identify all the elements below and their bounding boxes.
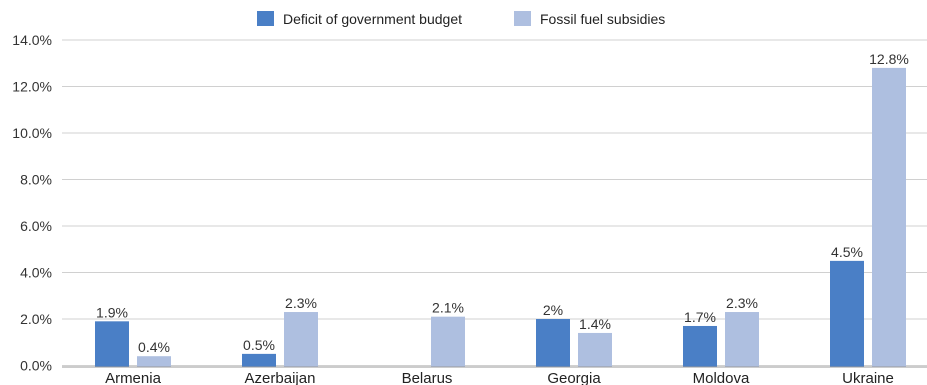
legend-label-deficit: Deficit of government budget	[283, 11, 462, 27]
data-label: 2.3%	[285, 295, 317, 311]
y-tick-label: 12.0%	[12, 79, 52, 95]
y-tick-label: 2.0%	[20, 311, 52, 327]
data-label: 12.8%	[869, 51, 909, 67]
legend-swatch-subsidies	[514, 11, 531, 26]
data-label: 4.5%	[831, 244, 863, 260]
bar-deficit-moldova	[683, 325, 717, 367]
legend-label-subsidies: Fossil fuel subsidies	[540, 11, 665, 27]
bar-subsidies-armenia	[137, 356, 171, 367]
bar-deficit-ukraine	[830, 260, 864, 367]
bar-deficit-armenia	[95, 321, 129, 367]
y-tick-label: 8.0%	[20, 172, 52, 188]
y-axis-tick-labels: 14.0% 12.0% 10.0% 8.0% 6.0% 4.0% 2.0% 0.0%	[12, 32, 52, 374]
bar-subsidies-ukraine	[872, 67, 906, 368]
category-label-azerbaijan: Azerbaijan	[245, 370, 316, 385]
category-label-armenia: Armenia	[105, 370, 162, 385]
data-label: 1.7%	[684, 309, 716, 325]
data-label: 1.4%	[579, 316, 611, 332]
bar-deficit-azerbaijan	[242, 353, 276, 367]
data-label: 2%	[543, 302, 563, 318]
data-label: 0.4%	[138, 339, 170, 355]
bar-subsidies-moldova	[725, 312, 759, 367]
bar-subsidies-azerbaijan	[284, 312, 318, 367]
legend-swatch-deficit	[257, 11, 274, 26]
bars	[95, 67, 906, 368]
y-tick-label: 4.0%	[20, 265, 52, 281]
data-labels: 1.9% 0.4% 0.5% 2.3% 2.1% 2% 1.4% 1.7% 2.3% 4.5% 12…	[96, 51, 909, 355]
data-label: 1.9%	[96, 304, 128, 320]
category-label-belarus: Belarus	[402, 370, 453, 385]
bar-subsidies-belarus	[431, 316, 465, 367]
category-label-moldova: Moldova	[693, 370, 750, 385]
bar-deficit-georgia	[536, 319, 570, 367]
data-label: 0.5%	[243, 337, 275, 353]
category-labels: Armenia Azerbaijan Belarus Georgia Moldova Uk…	[105, 370, 894, 385]
category-label-ukraine: Ukraine	[842, 370, 894, 385]
bar-subsidies-georgia	[578, 332, 612, 367]
y-tick-label: 10.0%	[12, 125, 52, 141]
data-label: 2.1%	[432, 300, 464, 316]
y-tick-label: 14.0%	[12, 32, 52, 48]
y-tick-label: 6.0%	[20, 218, 52, 234]
gridlines	[62, 39, 927, 366]
y-tick-label: 0.0%	[20, 358, 52, 374]
data-label: 2.3%	[726, 295, 758, 311]
legend: Deficit of government budget Fossil fuel…	[257, 11, 665, 27]
category-label-georgia: Georgia	[547, 370, 601, 385]
